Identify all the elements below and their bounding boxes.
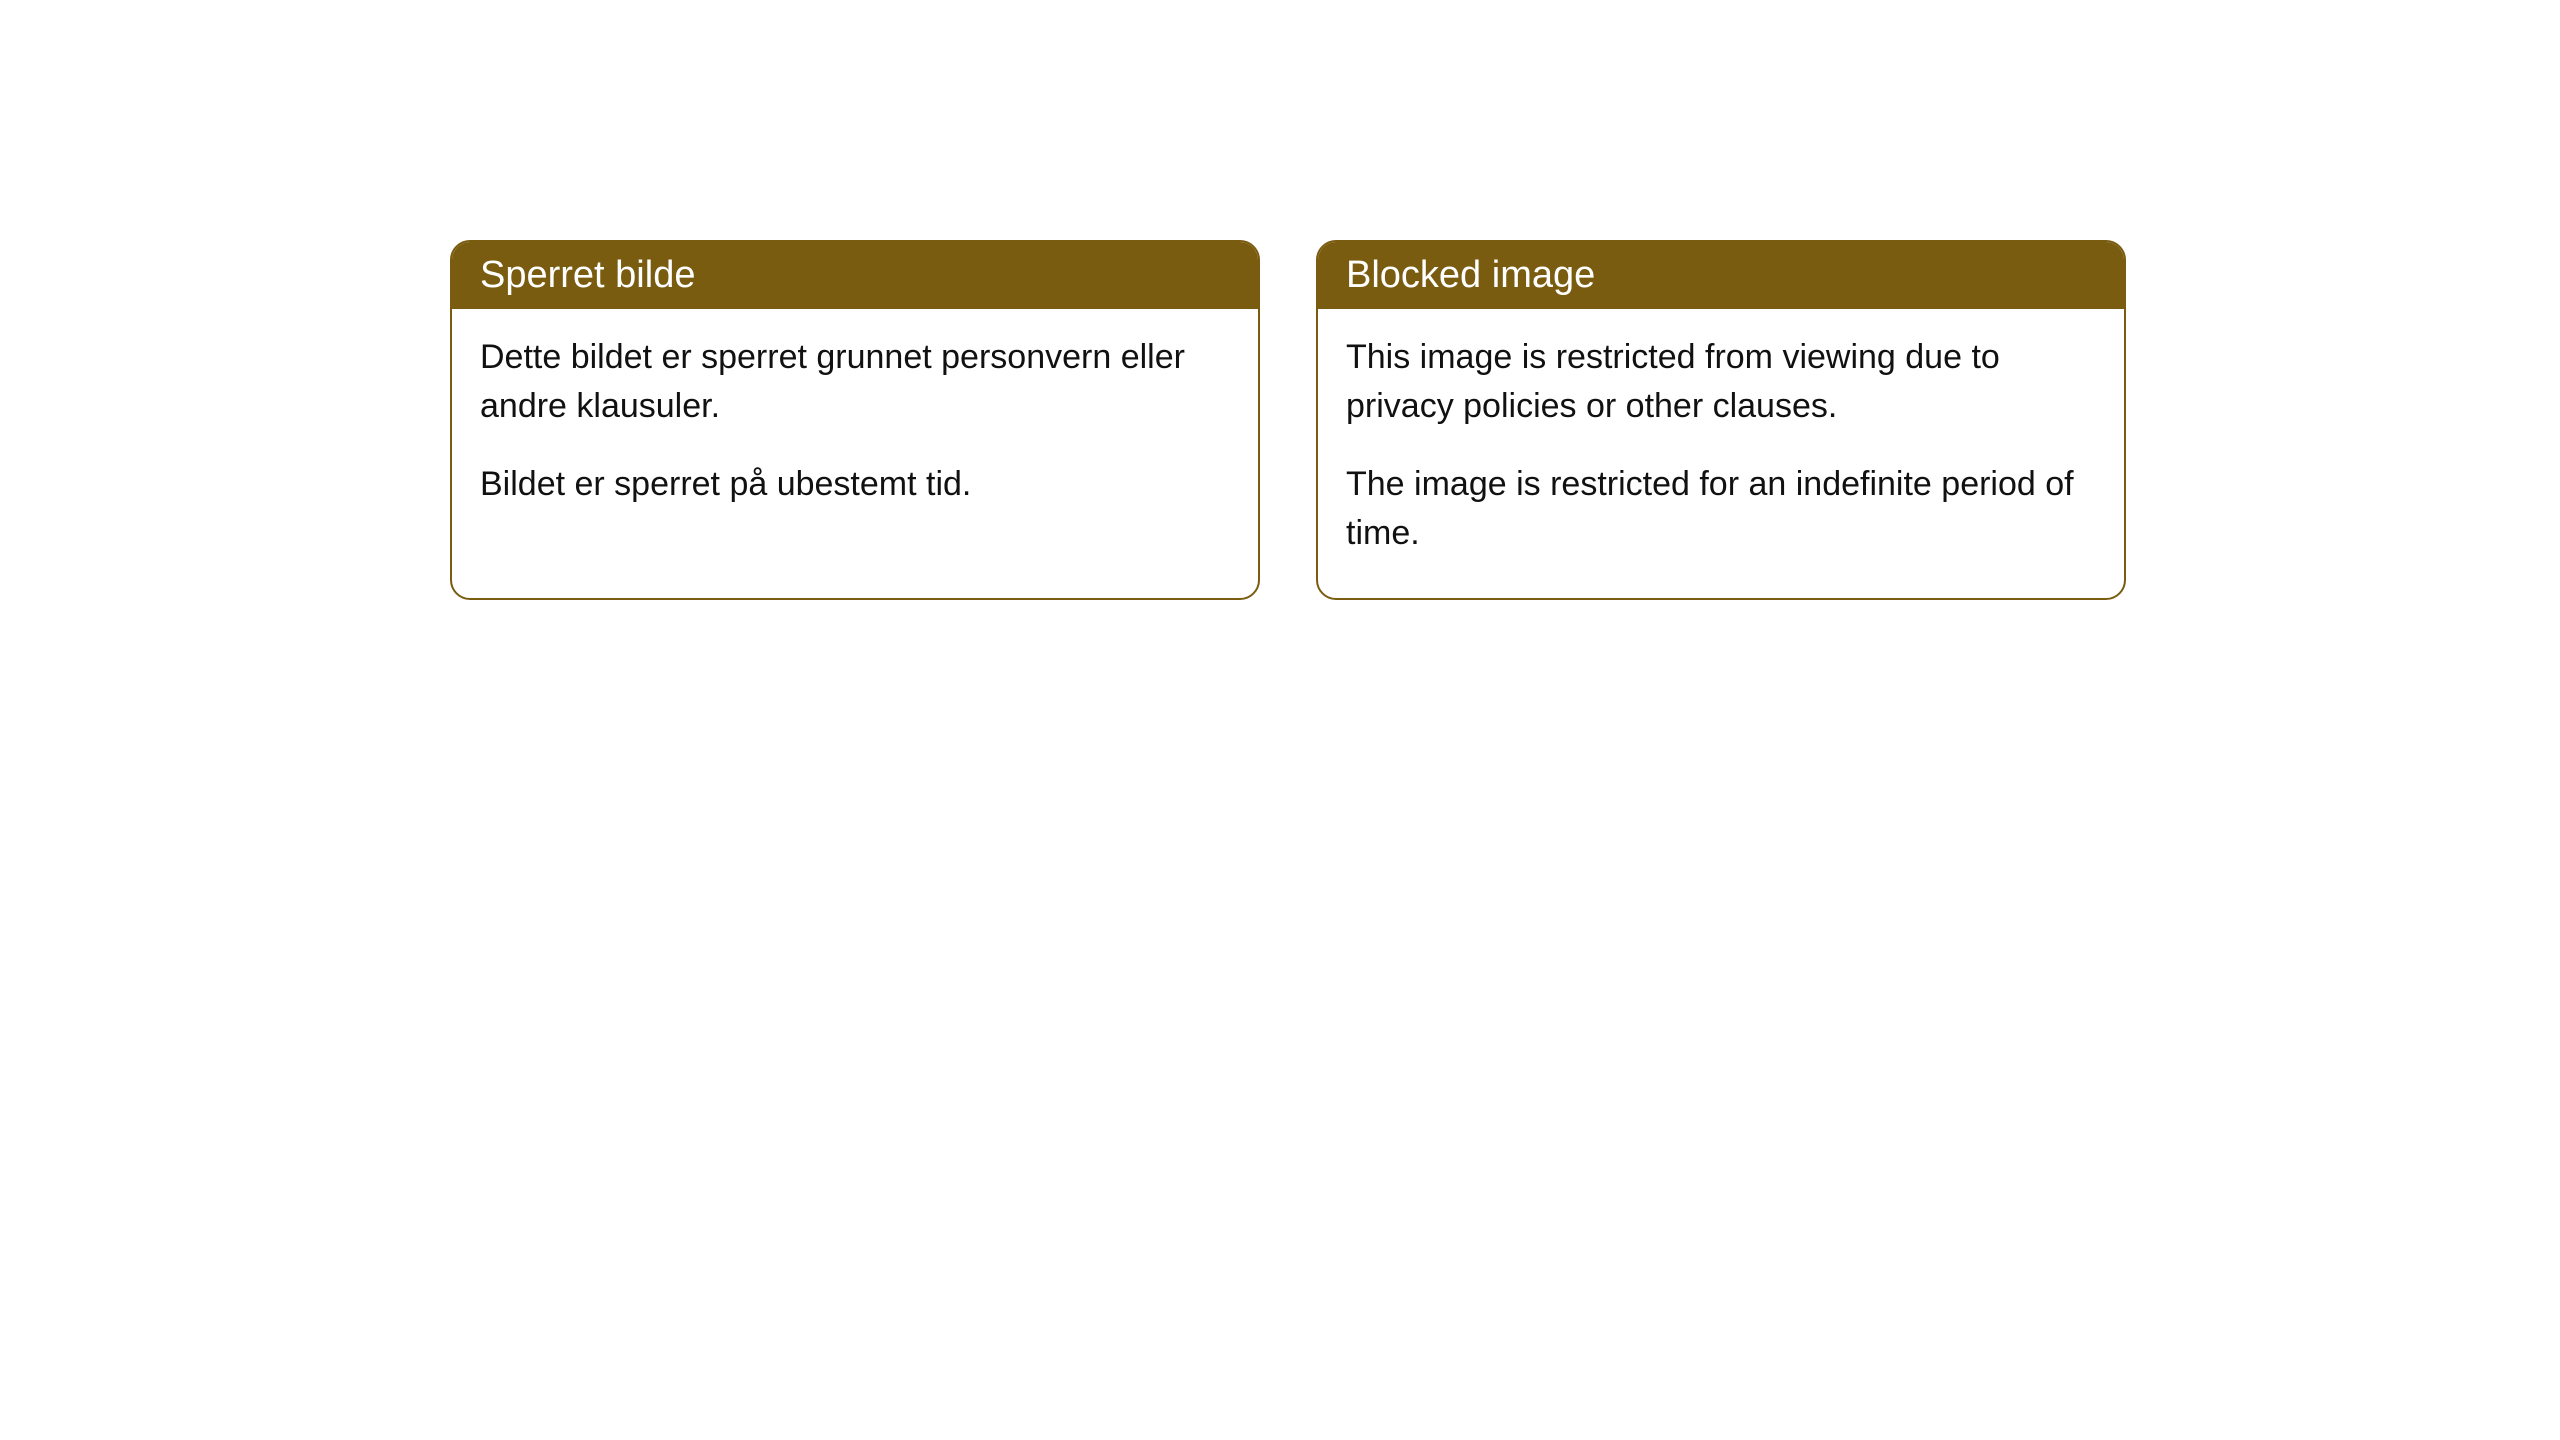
card-body-norwegian: Dette bildet er sperret grunnet personve…	[452, 309, 1258, 549]
blocked-image-card-english: Blocked image This image is restricted f…	[1316, 240, 2126, 600]
card-paragraph1-norwegian: Dette bildet er sperret grunnet personve…	[480, 333, 1230, 432]
card-body-english: This image is restricted from viewing du…	[1318, 309, 2124, 598]
card-paragraph2-english: The image is restricted for an indefinit…	[1346, 460, 2096, 559]
card-header-norwegian: Sperret bilde	[452, 242, 1258, 309]
card-title-norwegian: Sperret bilde	[480, 254, 695, 296]
card-header-english: Blocked image	[1318, 242, 2124, 309]
card-title-english: Blocked image	[1346, 254, 1595, 296]
notice-cards-container: Sperret bilde Dette bildet er sperret gr…	[450, 240, 2126, 600]
card-paragraph1-english: This image is restricted from viewing du…	[1346, 333, 2096, 432]
blocked-image-card-norwegian: Sperret bilde Dette bildet er sperret gr…	[450, 240, 1260, 600]
card-paragraph2-norwegian: Bildet er sperret på ubestemt tid.	[480, 460, 1230, 509]
